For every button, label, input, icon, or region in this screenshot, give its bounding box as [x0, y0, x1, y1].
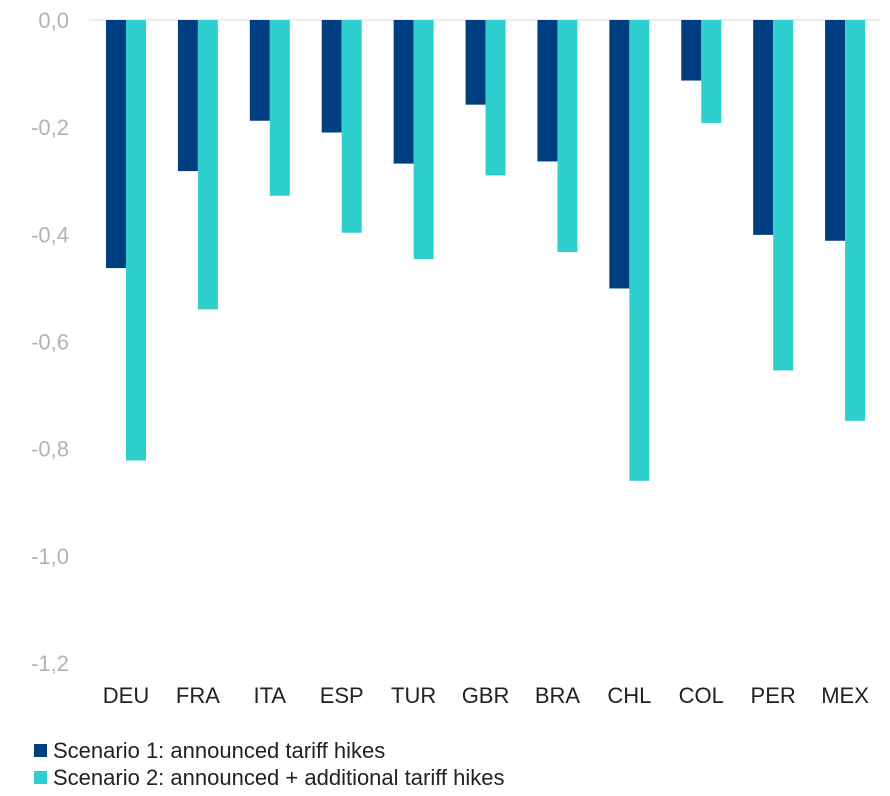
bar-deu-scenario-2 — [126, 20, 146, 461]
bar-col-scenario-1 — [681, 20, 702, 81]
bar-col-scenario-2 — [701, 20, 722, 123]
y-tick-label: -0,2 — [31, 115, 69, 140]
y-tick-label: -0,6 — [31, 330, 69, 355]
x-tick-label-esp: ESP — [320, 683, 364, 708]
bar-gbr-scenario-2 — [485, 20, 506, 176]
bar-tur-scenario-2 — [413, 20, 434, 259]
bar-deu-scenario-1 — [106, 20, 126, 269]
x-tick-label-gbr: GBR — [462, 683, 510, 708]
bar-fra-scenario-1 — [177, 20, 198, 172]
bar-chl-scenario-1 — [609, 20, 630, 289]
bar-per-scenario-1 — [753, 20, 774, 235]
bar-per-scenario-2 — [773, 20, 794, 371]
legend-swatch-scenario-2 — [34, 771, 47, 784]
bar-gbr-scenario-1 — [465, 20, 486, 105]
bar-esp-scenario-2 — [341, 20, 362, 233]
bar-ita-scenario-2 — [269, 20, 290, 196]
bar-chl-scenario-2 — [629, 20, 650, 481]
x-tick-label-deu: DEU — [103, 683, 149, 708]
x-tick-label-chl: CHL — [607, 683, 651, 708]
y-tick-label: -1,0 — [31, 544, 69, 569]
y-tick-label: 0,0 — [38, 8, 69, 33]
bar-bra-scenario-1 — [537, 20, 558, 162]
bar-tur-scenario-1 — [393, 20, 414, 164]
bar-mex-scenario-2 — [845, 20, 866, 421]
legend-item-scenario-2: Scenario 2: announced + additional tarif… — [34, 764, 505, 791]
x-tick-label-mex: MEX — [821, 683, 869, 708]
legend-swatch-scenario-1 — [34, 744, 47, 757]
bar-fra-scenario-2 — [197, 20, 218, 310]
y-tick-label: -0,4 — [31, 222, 69, 247]
y-tick-label: -0,8 — [31, 437, 69, 462]
x-tick-label-bra: BRA — [535, 683, 581, 708]
bar-bra-scenario-2 — [557, 20, 578, 253]
x-tick-label-per: PER — [751, 683, 796, 708]
bar-esp-scenario-1 — [321, 20, 342, 133]
x-tick-label-fra: FRA — [176, 683, 220, 708]
x-tick-label-tur: TUR — [391, 683, 436, 708]
x-tick-label-col: COL — [679, 683, 724, 708]
legend-label-scenario-1: Scenario 1: announced tariff hikes — [53, 737, 386, 763]
legend-item-scenario-1: Scenario 1: announced tariff hikes — [34, 737, 505, 764]
legend: Scenario 1: announced tariff hikes Scena… — [34, 737, 505, 791]
x-tick-label-ita: ITA — [254, 683, 287, 708]
legend-label-scenario-2: Scenario 2: announced + additional tarif… — [53, 764, 505, 790]
bar-ita-scenario-1 — [249, 20, 270, 121]
bar-mex-scenario-1 — [825, 20, 846, 241]
y-tick-label: -1,2 — [31, 651, 69, 676]
